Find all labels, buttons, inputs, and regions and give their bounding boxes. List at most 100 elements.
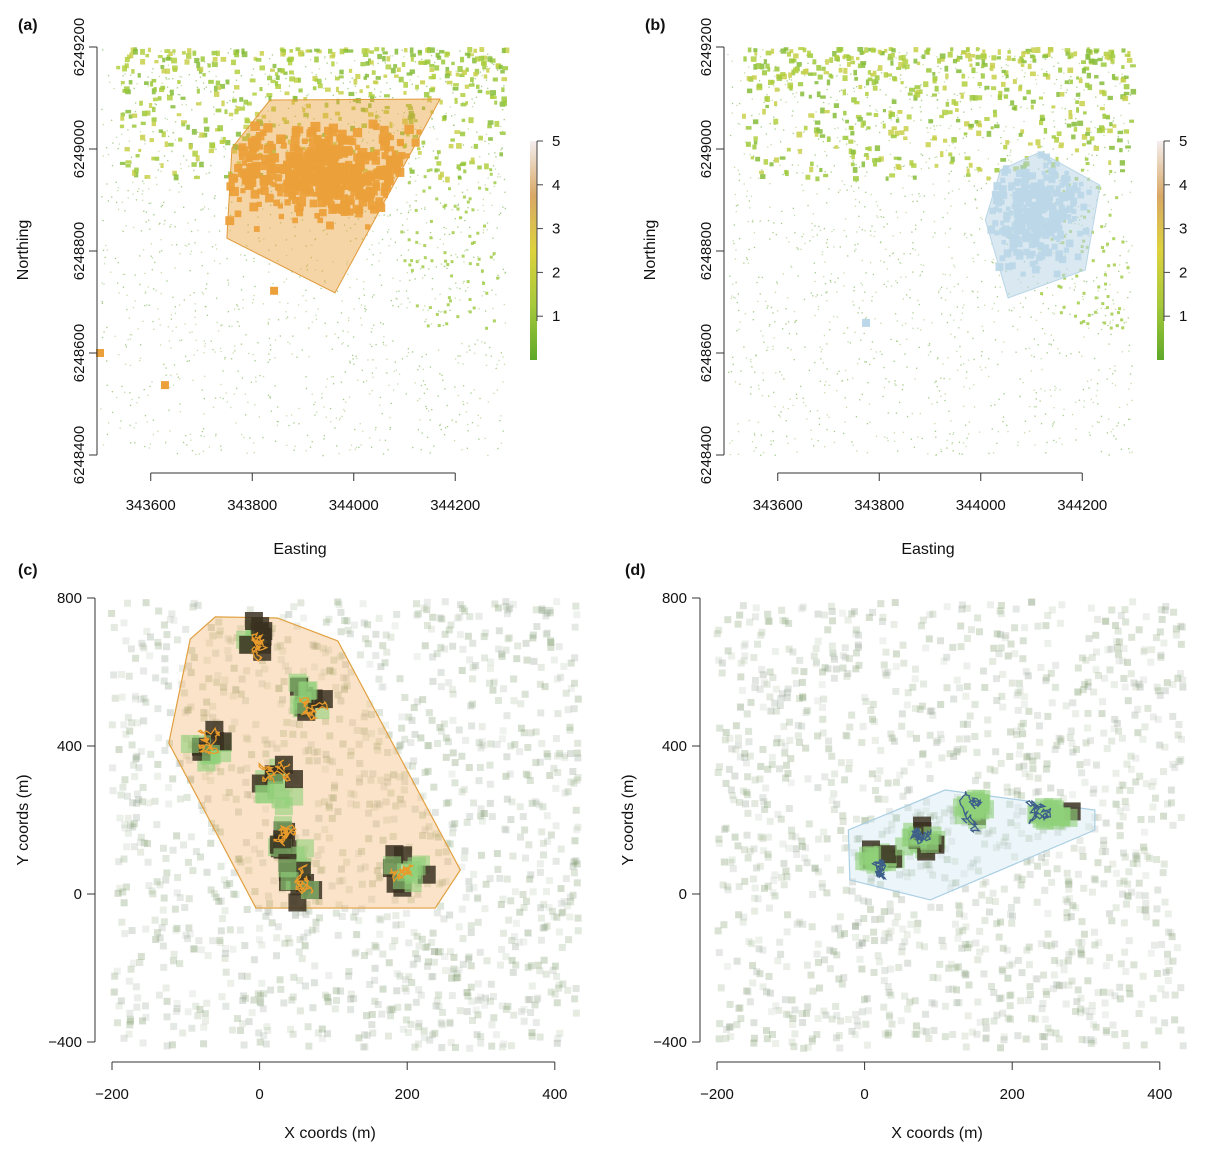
ground-point [308, 145, 310, 147]
ground-point [139, 255, 141, 257]
ground-point [449, 288, 452, 290]
canopy-point [1099, 81, 1105, 86]
ground-point [928, 397, 930, 399]
canopy-point [1081, 134, 1088, 140]
ground-point [385, 344, 387, 347]
ground-point [347, 87, 349, 90]
ground-point [145, 211, 148, 213]
ground-point [981, 325, 983, 328]
location-fix [1020, 271, 1026, 277]
ground-point [855, 181, 857, 183]
ground-point [220, 137, 222, 139]
canopy-point [499, 152, 504, 157]
canopy-point [443, 251, 447, 255]
location-fix [331, 176, 341, 187]
canopy-point [421, 140, 426, 145]
ground-point [375, 111, 377, 113]
canopy-point [215, 108, 222, 113]
ground-point [962, 442, 965, 444]
ground-point [429, 126, 431, 129]
ground-point [829, 329, 831, 331]
location-fix [1032, 223, 1041, 232]
ground-point [1075, 428, 1077, 430]
canopy-point [135, 154, 140, 158]
location-fix [379, 165, 386, 173]
ground-point [102, 49, 104, 51]
ground-point [1094, 144, 1096, 147]
ground-point [864, 229, 866, 232]
ground-point [118, 143, 120, 145]
ground-point [417, 428, 420, 431]
canopy-point [986, 176, 991, 181]
canopy-point [889, 111, 896, 117]
canopy-point [141, 110, 148, 117]
ground-point [1129, 418, 1131, 420]
ground-point [184, 355, 187, 358]
canopy-point [990, 65, 994, 72]
ground-point [252, 353, 254, 356]
ground-point [997, 163, 999, 165]
canopy-point [980, 53, 987, 60]
ground-point [311, 440, 313, 443]
ground-point [502, 356, 504, 358]
ground-point [968, 421, 970, 423]
canopy-point [913, 47, 919, 53]
ground-point [191, 109, 193, 111]
ground-point [278, 124, 280, 126]
ground-point [948, 144, 950, 147]
ground-point [1129, 373, 1132, 375]
canopy-point [477, 89, 483, 94]
ground-point [1009, 154, 1011, 157]
canopy-point [1012, 79, 1017, 84]
ground-point [819, 229, 822, 232]
canopy-point [877, 49, 882, 54]
ground-point [997, 431, 999, 433]
ground-point [106, 384, 108, 386]
canopy-point [410, 268, 414, 272]
canopy-point [826, 79, 831, 86]
location-fix [1041, 170, 1047, 176]
canopy-point [134, 171, 139, 178]
ground-point [954, 266, 956, 268]
ground-point [240, 343, 243, 345]
ground-point [1097, 333, 1099, 335]
ground-point [750, 393, 752, 395]
location-fix [1016, 241, 1023, 248]
location-fix [1028, 241, 1036, 249]
ground-point [414, 278, 416, 280]
ground-point [232, 96, 235, 99]
location-fix [1030, 183, 1038, 190]
ground-point [938, 390, 941, 392]
ground-point [262, 436, 264, 439]
ground-point [1114, 308, 1117, 310]
location-fix [1011, 222, 1020, 231]
ground-point [364, 307, 366, 310]
location-fix [253, 226, 260, 232]
ground-point [426, 388, 428, 390]
ground-point [849, 342, 852, 344]
canopy-point [234, 52, 240, 58]
ground-point [381, 238, 384, 241]
location-fix [1042, 227, 1051, 235]
ground-point [981, 280, 983, 283]
canopy-point [165, 57, 172, 61]
colorbar-tick-label: 5 [1179, 133, 1187, 150]
canopy-point [187, 48, 192, 54]
canopy-point [853, 100, 860, 105]
ground-point [902, 431, 905, 434]
location-fix [325, 174, 335, 185]
ground-point [457, 203, 460, 205]
canopy-point [466, 200, 470, 204]
canopy-point [903, 136, 908, 141]
canopy-point [850, 149, 856, 155]
canopy-point [478, 135, 483, 141]
canopy-point [883, 72, 888, 78]
canopy-point [469, 160, 475, 165]
canopy-point [900, 81, 904, 85]
canopy-point [428, 75, 435, 80]
ground-point [203, 340, 206, 342]
ground-point [753, 450, 755, 452]
ground-point [1064, 122, 1067, 125]
ground-point [951, 257, 953, 259]
habitat-cell [196, 853, 204, 861]
